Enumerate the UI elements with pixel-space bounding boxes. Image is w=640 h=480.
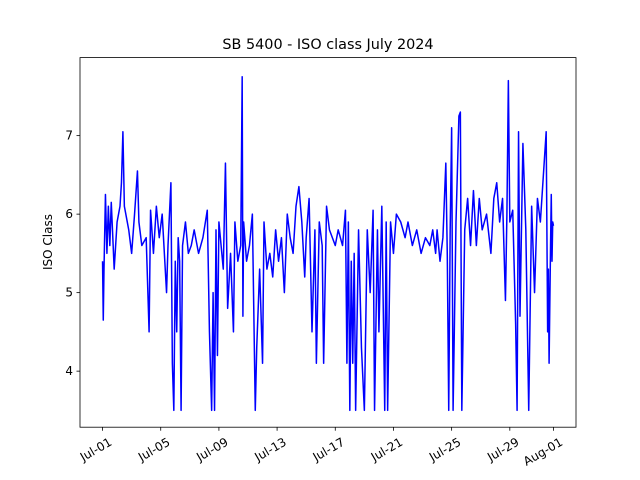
x-tick-label: Jul-05 (135, 435, 172, 465)
x-tick-label: Aug-01 (521, 435, 565, 469)
x-tick-label: Jul-09 (193, 435, 230, 465)
chart-title: SB 5400 - ISO class July 2024 (222, 37, 433, 53)
y-tick-label: 6 (65, 207, 73, 221)
x-tick-label: Jul-25 (426, 435, 463, 465)
y-axis-label: ISO Class (41, 214, 55, 270)
y-tick-label: 4 (65, 364, 73, 378)
y-tick-label: 5 (65, 286, 73, 300)
plot-frame (79, 57, 577, 428)
x-tick-label: Jul-29 (484, 435, 521, 465)
y-tick-label: 7 (65, 129, 73, 143)
x-tick-label: Jul-01 (77, 435, 114, 465)
x-tick-label: Jul-17 (310, 435, 347, 465)
line-series (101, 76, 555, 412)
x-tick-label: Jul-13 (251, 435, 288, 465)
x-tick-label: Jul-21 (368, 435, 405, 465)
